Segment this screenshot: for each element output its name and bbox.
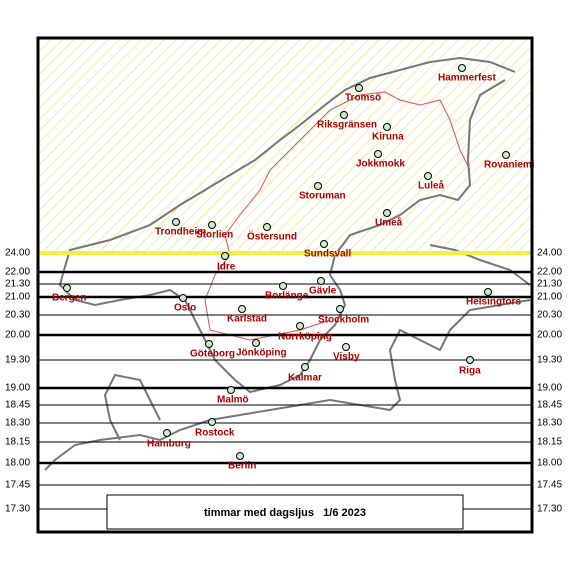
city-label: Norrköping bbox=[278, 332, 332, 343]
midnight-sun-area bbox=[38, 38, 532, 253]
hour-label-left: 17.45 bbox=[5, 480, 30, 491]
city-dot bbox=[208, 418, 216, 426]
hour-label-left: 19.00 bbox=[5, 383, 30, 394]
city-label: Malmö bbox=[217, 395, 249, 406]
city-label: Storlien bbox=[196, 230, 233, 241]
hour-label-right: 20.30 bbox=[537, 310, 562, 321]
hour-label-left: 22.00 bbox=[5, 267, 30, 278]
hour-label-right: 17.45 bbox=[537, 480, 562, 491]
city-label: Storuman bbox=[299, 191, 346, 202]
hour-label-left: 20.30 bbox=[5, 310, 30, 321]
city-label: Bergen bbox=[52, 293, 86, 304]
city-label: Östersund bbox=[247, 230, 297, 243]
city-dot bbox=[340, 111, 348, 119]
city-label: Tromsö bbox=[345, 93, 381, 104]
hour-label-right: 18.30 bbox=[537, 418, 562, 429]
hour-label-left: 18.30 bbox=[5, 418, 30, 429]
city-dot bbox=[484, 288, 492, 296]
hour-label-left: 18.00 bbox=[5, 458, 30, 469]
city-dot bbox=[227, 386, 235, 394]
city-label: Sundsvall bbox=[304, 249, 351, 260]
hour-label-right: 20.00 bbox=[537, 330, 562, 341]
hour-label-right: 24.00 bbox=[537, 248, 562, 259]
city-label: Idre bbox=[217, 262, 236, 273]
city-dot bbox=[208, 221, 216, 229]
city-label: Göteborg bbox=[190, 349, 235, 360]
hour-label-left: 24.00 bbox=[5, 248, 30, 259]
city-label: Hamburg bbox=[147, 439, 191, 450]
city-label: Kalmar bbox=[288, 373, 322, 384]
hour-label-left: 17.30 bbox=[5, 504, 30, 515]
city-dot bbox=[317, 277, 325, 285]
city-dot bbox=[163, 429, 171, 437]
hour-label-right: 18.15 bbox=[537, 437, 562, 448]
city-dot bbox=[301, 363, 309, 371]
city-dot bbox=[336, 305, 344, 313]
city-dot bbox=[63, 284, 71, 292]
city-dot bbox=[236, 452, 244, 460]
city-dot bbox=[263, 223, 271, 231]
city-dot bbox=[314, 182, 322, 190]
hour-label-left: 19.30 bbox=[5, 355, 30, 366]
hour-label-right: 18.45 bbox=[537, 400, 562, 411]
city-label: Gävle bbox=[309, 286, 337, 297]
hour-label-right: 21.00 bbox=[537, 292, 562, 303]
city-dot bbox=[374, 150, 382, 158]
city-label: Stockholm bbox=[318, 315, 369, 326]
city-dot bbox=[383, 209, 391, 217]
hour-label-left: 21.00 bbox=[5, 292, 30, 303]
hour-label-right: 22.00 bbox=[537, 267, 562, 278]
city-dot bbox=[252, 339, 260, 347]
city-dot bbox=[179, 294, 187, 302]
city-label: Luleå bbox=[418, 180, 445, 192]
city-dot bbox=[205, 340, 213, 348]
city-dot bbox=[238, 305, 246, 313]
coastline bbox=[44, 56, 531, 471]
city-label: Trondheim bbox=[155, 227, 206, 238]
hour-label-right: 19.30 bbox=[537, 355, 562, 366]
hour-label-left: 20.00 bbox=[5, 330, 30, 341]
city-label: Riksgränsen bbox=[317, 120, 377, 131]
caption-box bbox=[106, 494, 464, 530]
city-dot bbox=[383, 123, 391, 131]
city-label: Oslo bbox=[174, 303, 196, 314]
city-label: Helsingfors bbox=[466, 297, 521, 308]
hour-label-left: 21.30 bbox=[5, 279, 30, 290]
hour-label-left: 18.45 bbox=[5, 400, 30, 411]
city-dot bbox=[172, 218, 180, 226]
city-dot bbox=[320, 240, 328, 248]
city-label: Rovaniemi bbox=[484, 160, 535, 171]
city-label: Kiruna bbox=[372, 132, 404, 143]
city-dot bbox=[466, 356, 474, 364]
city-label: Berlin bbox=[228, 461, 256, 472]
city-dot bbox=[502, 151, 510, 159]
city-label: Borlänge bbox=[265, 291, 309, 302]
city-label: Karlstad bbox=[227, 314, 267, 325]
city-dot bbox=[458, 64, 466, 72]
city-label: Jönköping bbox=[236, 348, 287, 359]
city-label: Umeå bbox=[375, 217, 403, 229]
city-dot bbox=[221, 252, 229, 260]
city-dot bbox=[279, 282, 287, 290]
hour-label-right: 18.00 bbox=[537, 458, 562, 469]
city-label: Hammerfest bbox=[438, 73, 496, 84]
caption: timmar med dagsljus 1/6 2023 bbox=[204, 507, 366, 519]
hour-label-right: 17.30 bbox=[537, 504, 562, 515]
hour-label-right: 19.00 bbox=[537, 383, 562, 394]
city-dot bbox=[355, 84, 363, 92]
city-label: Visby bbox=[333, 352, 360, 363]
city-label: Jokkmokk bbox=[356, 159, 405, 170]
city-dot bbox=[342, 343, 350, 351]
hour-label-left: 18.15 bbox=[5, 437, 30, 448]
city-dot bbox=[424, 172, 432, 180]
hour-label-right: 21.30 bbox=[537, 279, 562, 290]
frame bbox=[36, 36, 534, 534]
city-label: Rostock bbox=[195, 428, 235, 439]
city-label: Riga bbox=[459, 366, 481, 377]
city-dot bbox=[296, 322, 304, 330]
